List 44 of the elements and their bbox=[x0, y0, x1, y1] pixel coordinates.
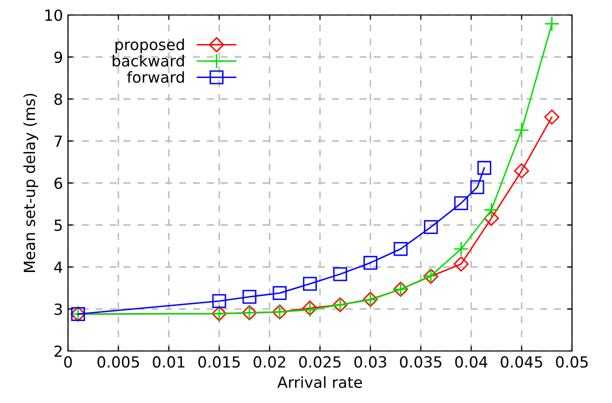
x-tick-label: 0.02 bbox=[254, 356, 286, 368]
point bbox=[212, 294, 226, 308]
point bbox=[454, 256, 469, 272]
x-tick-label: 0.05 bbox=[556, 356, 588, 368]
point bbox=[544, 16, 560, 32]
point bbox=[272, 286, 287, 300]
x-tick-label: 0.035 bbox=[400, 356, 442, 368]
x-axis-title: Arrival rate bbox=[277, 376, 362, 388]
x-tick-label: 0.005 bbox=[98, 356, 139, 368]
point bbox=[333, 267, 348, 282]
y-tick-label: 4 bbox=[54, 262, 62, 273]
x-tick-label: 0.025 bbox=[299, 356, 341, 368]
point bbox=[544, 109, 560, 125]
x-tick-label: 0.03 bbox=[354, 356, 386, 368]
point bbox=[302, 276, 317, 291]
point bbox=[394, 242, 408, 256]
y-tick-label: 2 bbox=[54, 345, 62, 357]
point bbox=[514, 122, 530, 138]
legend-label: backward bbox=[112, 54, 184, 67]
legend-label: proposed bbox=[116, 38, 184, 54]
y-tick-label: 7 bbox=[54, 136, 62, 147]
x-tick-label: 0.045 bbox=[500, 356, 542, 368]
y-tick-label: 8 bbox=[54, 93, 62, 106]
legend-label: forward bbox=[127, 71, 184, 83]
point bbox=[514, 163, 530, 178]
y-tick-label: 3 bbox=[54, 303, 62, 316]
point bbox=[453, 241, 469, 257]
point bbox=[484, 210, 499, 226]
y-axis-title: Mean set-up delay (ms) bbox=[23, 94, 38, 272]
y-tick-label: 9 bbox=[54, 51, 62, 64]
point bbox=[470, 180, 484, 194]
point bbox=[484, 202, 499, 218]
point bbox=[363, 256, 378, 270]
y-tick-label: 5 bbox=[54, 220, 62, 232]
point bbox=[424, 220, 438, 234]
x-tick-label: 0.01 bbox=[152, 356, 184, 368]
y-tick-label: 6 bbox=[54, 177, 62, 190]
x-tick-label: 0 bbox=[64, 356, 72, 368]
point bbox=[242, 290, 256, 304]
point bbox=[477, 160, 492, 175]
y-tick-label: 10 bbox=[45, 9, 62, 22]
x-tick-label: 0.015 bbox=[198, 356, 240, 368]
point bbox=[454, 196, 468, 210]
x-tick-label: 0.04 bbox=[455, 356, 488, 368]
